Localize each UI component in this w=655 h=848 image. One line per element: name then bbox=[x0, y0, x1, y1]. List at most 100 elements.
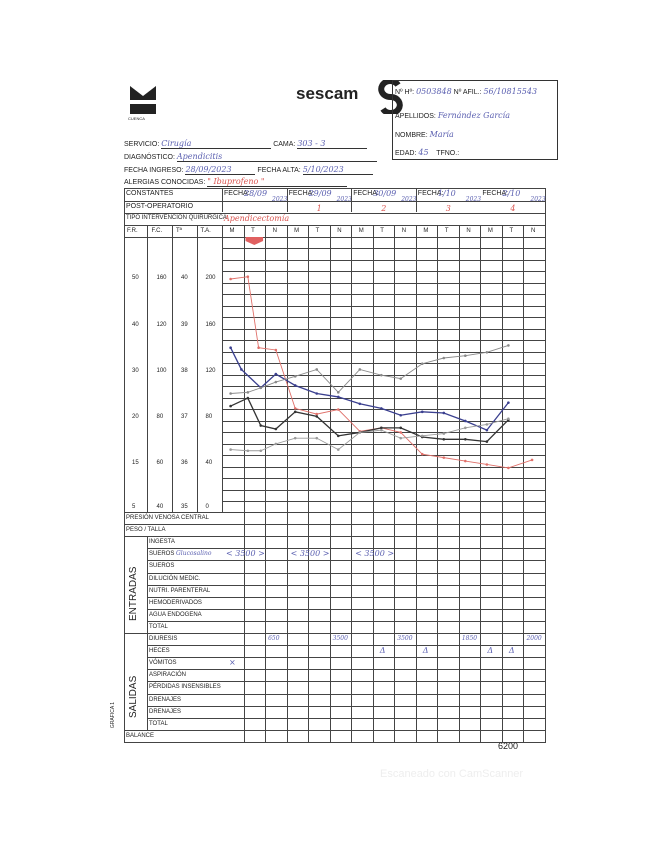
series-line-2 bbox=[230, 344, 509, 394]
series-point bbox=[315, 368, 319, 371]
table-border bbox=[124, 188, 125, 742]
sueros-note: Glucosalino bbox=[176, 550, 212, 558]
row-label: DIURESIS bbox=[149, 636, 178, 643]
diuresis-value: 2000 bbox=[526, 635, 542, 643]
series-point bbox=[399, 413, 403, 417]
fecha-label: FECHA: bbox=[417, 190, 444, 197]
fecha-label: FECHA: bbox=[224, 190, 250, 197]
day-year: 2023 bbox=[465, 196, 482, 203]
fecha-label: FECHA: bbox=[288, 190, 315, 197]
patient-box: Nº Hº: 0503848 Nº AFIL.: 56/10815543 APE… bbox=[392, 80, 558, 160]
series-point bbox=[293, 375, 297, 378]
shift-column-line bbox=[286, 225, 288, 742]
scale-fc-tick: 80 bbox=[156, 414, 164, 420]
scale-ta-tick: 200 bbox=[205, 275, 216, 281]
row-label: PESO / TALLA bbox=[126, 527, 166, 534]
row-label: AGUA ENDOGENA bbox=[149, 611, 202, 618]
series-point bbox=[507, 417, 510, 420]
sescam-logo: sescam bbox=[296, 80, 403, 114]
scale-ta-tick: 40 bbox=[205, 460, 213, 466]
series-point bbox=[229, 277, 232, 281]
row-line bbox=[147, 596, 545, 598]
chart-row-line bbox=[222, 455, 545, 456]
scale-fr-tick: 15 bbox=[132, 460, 139, 466]
series-point bbox=[246, 391, 250, 394]
fecha-label: FECHA: bbox=[353, 190, 379, 197]
chart-row-line bbox=[222, 443, 545, 445]
row-line bbox=[147, 548, 545, 550]
day-date: 30/09 bbox=[373, 189, 397, 198]
series-point bbox=[229, 448, 232, 451]
series-point bbox=[399, 426, 403, 430]
nhc-value: 0503848 bbox=[416, 87, 452, 96]
series-point bbox=[442, 438, 446, 441]
diuresis-value: 3500 bbox=[397, 635, 413, 643]
day-divider bbox=[415, 188, 417, 212]
series-point bbox=[507, 401, 510, 404]
day-divider bbox=[286, 188, 288, 212]
series-line-4 bbox=[230, 418, 509, 452]
row-line bbox=[147, 717, 545, 719]
shift-T: T bbox=[444, 228, 449, 234]
chart-row-line bbox=[222, 432, 545, 433]
shift-T: T bbox=[509, 228, 514, 234]
scale-fr-tick: 30 bbox=[132, 368, 139, 374]
row-line bbox=[147, 645, 545, 647]
chart-row-line bbox=[222, 340, 545, 341]
diagnostico-value: Apendicitis bbox=[176, 152, 377, 162]
series-point bbox=[358, 368, 362, 371]
chart-row-line bbox=[222, 386, 545, 387]
surgery-marker bbox=[245, 237, 264, 245]
chart-row-line bbox=[222, 282, 545, 284]
diuresis-value: 3500 bbox=[332, 635, 348, 643]
tipo-value: Apendicectomía bbox=[224, 214, 290, 223]
table-border bbox=[124, 188, 545, 189]
series-point bbox=[315, 436, 319, 440]
row-line bbox=[147, 620, 545, 622]
series-point bbox=[315, 412, 319, 416]
series-point bbox=[246, 275, 250, 279]
group-divider bbox=[147, 536, 148, 730]
row-line bbox=[147, 693, 545, 695]
row-label: HECES bbox=[149, 648, 170, 655]
shift-T: T bbox=[380, 228, 384, 234]
series-point bbox=[293, 384, 297, 387]
row-label: DILUCIÓN MEDIC. bbox=[149, 575, 201, 582]
sueros-value: < 3500 > bbox=[226, 549, 265, 559]
series-point bbox=[336, 408, 340, 411]
heces-mark: Δ bbox=[508, 646, 515, 656]
series-point bbox=[293, 407, 297, 410]
shift-column-line bbox=[351, 225, 353, 742]
chart-row-line bbox=[222, 351, 545, 353]
grid-line bbox=[222, 225, 223, 512]
series-point bbox=[380, 373, 383, 377]
row-line bbox=[147, 560, 545, 562]
day-postop: 2 bbox=[381, 204, 387, 213]
day-year: 2023 bbox=[401, 196, 417, 203]
row-line bbox=[147, 572, 545, 574]
day-postop: 4 bbox=[510, 204, 516, 213]
series-point bbox=[358, 402, 362, 406]
series-point bbox=[336, 391, 340, 394]
shift-column-line bbox=[243, 225, 245, 742]
fecha-label: FECHA: bbox=[482, 190, 509, 197]
scale-t-tick: 36 bbox=[181, 460, 188, 466]
series-point bbox=[464, 419, 467, 423]
grid-line bbox=[124, 536, 545, 538]
series-point bbox=[380, 428, 383, 432]
series-line-0 bbox=[230, 276, 533, 469]
row-label: DRENAJES bbox=[149, 696, 182, 703]
row-label: BALANCE bbox=[126, 732, 155, 739]
chart-row-line bbox=[222, 294, 545, 295]
chart-row-line bbox=[222, 363, 545, 364]
chart-row-line bbox=[222, 317, 545, 318]
series-point bbox=[257, 346, 260, 350]
row-line bbox=[147, 657, 545, 659]
diuresis-value: 1850 bbox=[461, 635, 478, 643]
day-date: 28/09 bbox=[244, 189, 268, 198]
scale-ta-tick: 160 bbox=[205, 322, 216, 328]
cama-value: 303 - 3 bbox=[297, 139, 368, 149]
shift-column-line bbox=[265, 225, 267, 742]
scale-fr-tick: 5 bbox=[132, 504, 136, 510]
chart-row-line bbox=[222, 259, 545, 261]
